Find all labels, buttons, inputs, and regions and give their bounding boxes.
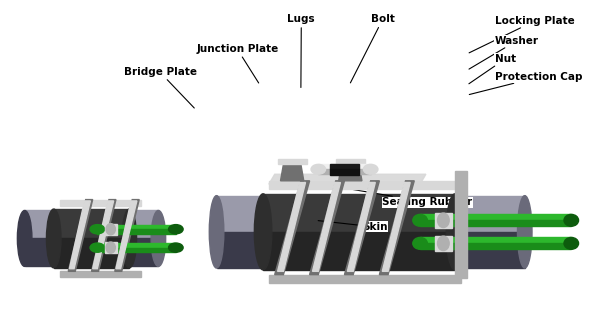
Ellipse shape xyxy=(413,214,427,226)
Ellipse shape xyxy=(254,194,272,270)
Polygon shape xyxy=(116,201,137,269)
Ellipse shape xyxy=(106,242,115,253)
Text: Protection Cap: Protection Cap xyxy=(469,72,582,95)
Polygon shape xyxy=(59,200,141,206)
Ellipse shape xyxy=(90,243,105,252)
Text: Nut: Nut xyxy=(469,54,516,84)
Ellipse shape xyxy=(122,209,136,268)
Polygon shape xyxy=(69,200,93,271)
Ellipse shape xyxy=(447,194,464,270)
Text: Sealing Rubber: Sealing Rubber xyxy=(353,190,472,207)
Polygon shape xyxy=(216,232,525,268)
Text: Junction Plate: Junction Plate xyxy=(196,44,278,83)
Polygon shape xyxy=(93,201,114,269)
Ellipse shape xyxy=(311,164,326,174)
Ellipse shape xyxy=(151,210,166,266)
Text: Skin: Skin xyxy=(318,221,388,232)
Polygon shape xyxy=(91,200,116,271)
Polygon shape xyxy=(59,271,141,277)
Ellipse shape xyxy=(90,225,105,234)
Polygon shape xyxy=(97,225,176,229)
Text: Washer: Washer xyxy=(469,36,538,69)
Polygon shape xyxy=(105,242,117,253)
Polygon shape xyxy=(278,159,307,164)
Polygon shape xyxy=(105,224,117,235)
Ellipse shape xyxy=(438,213,449,227)
Polygon shape xyxy=(313,183,340,271)
Polygon shape xyxy=(336,159,365,164)
Ellipse shape xyxy=(564,214,579,226)
Text: Bridge Plate: Bridge Plate xyxy=(124,67,197,108)
Polygon shape xyxy=(115,200,139,271)
Polygon shape xyxy=(347,183,375,271)
Polygon shape xyxy=(319,169,371,174)
Polygon shape xyxy=(97,229,176,234)
Polygon shape xyxy=(216,196,525,232)
Polygon shape xyxy=(435,236,452,251)
Polygon shape xyxy=(310,181,344,275)
Text: Lugs: Lugs xyxy=(287,15,315,88)
Ellipse shape xyxy=(209,196,224,268)
Ellipse shape xyxy=(413,237,427,249)
Polygon shape xyxy=(25,210,159,238)
Polygon shape xyxy=(97,243,176,248)
Polygon shape xyxy=(420,214,572,220)
Ellipse shape xyxy=(168,225,183,234)
Polygon shape xyxy=(275,181,310,275)
Polygon shape xyxy=(269,181,461,189)
Polygon shape xyxy=(263,232,455,270)
Polygon shape xyxy=(420,220,572,226)
Polygon shape xyxy=(319,164,371,169)
Polygon shape xyxy=(379,181,414,275)
Polygon shape xyxy=(97,248,176,252)
Ellipse shape xyxy=(517,196,532,268)
Polygon shape xyxy=(263,194,455,232)
Polygon shape xyxy=(269,174,426,184)
Ellipse shape xyxy=(168,243,183,252)
Text: Bolt: Bolt xyxy=(350,15,394,83)
Polygon shape xyxy=(330,169,359,175)
Polygon shape xyxy=(420,237,572,243)
Polygon shape xyxy=(339,164,362,181)
Polygon shape xyxy=(269,275,461,283)
Ellipse shape xyxy=(364,164,378,174)
Ellipse shape xyxy=(46,209,61,268)
Polygon shape xyxy=(330,164,359,169)
Polygon shape xyxy=(420,243,572,249)
Polygon shape xyxy=(435,213,452,227)
Ellipse shape xyxy=(564,237,579,249)
Polygon shape xyxy=(70,201,90,269)
Polygon shape xyxy=(344,181,379,275)
Polygon shape xyxy=(25,238,159,266)
Text: Locking Plate: Locking Plate xyxy=(469,16,575,53)
Polygon shape xyxy=(281,164,304,181)
Ellipse shape xyxy=(438,236,449,251)
Polygon shape xyxy=(53,209,129,238)
Polygon shape xyxy=(382,183,410,271)
Polygon shape xyxy=(53,238,129,268)
Ellipse shape xyxy=(17,210,32,266)
Ellipse shape xyxy=(106,224,115,235)
Polygon shape xyxy=(278,183,305,271)
Polygon shape xyxy=(455,171,466,278)
